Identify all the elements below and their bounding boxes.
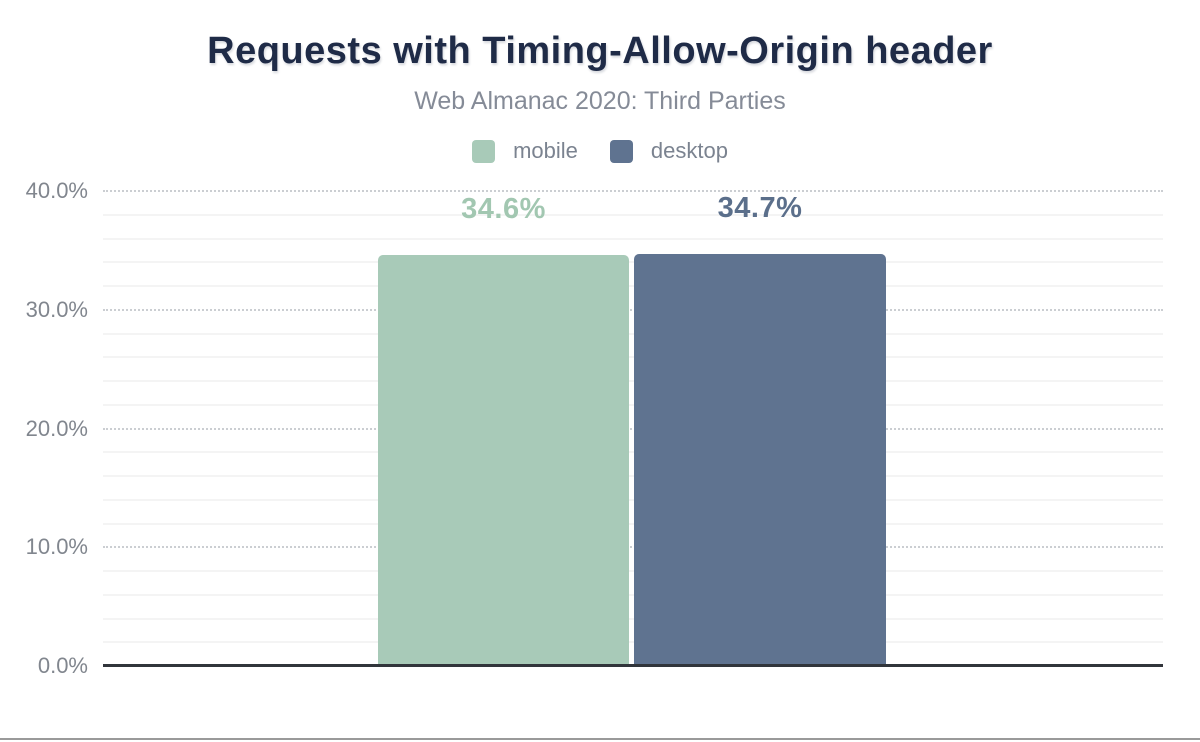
gridline-minor <box>103 261 1163 264</box>
legend: mobile desktop <box>0 138 1200 164</box>
gridline-minor <box>103 641 1163 644</box>
gridline-minor <box>103 380 1163 382</box>
legend-label-desktop: desktop <box>650 138 728 163</box>
bar-mobile[interactable] <box>378 255 629 666</box>
gridline-major <box>103 427 1163 430</box>
chart-subtitle: Web Almanac 2020: Third Parties <box>414 87 786 115</box>
gridline-major <box>103 308 1163 311</box>
gridline-minor <box>103 617 1163 620</box>
legend-item-mobile[interactable]: mobile <box>472 138 578 164</box>
legend-swatch-desktop <box>609 139 633 163</box>
y-axis-tick-label: 40.0% <box>25 178 88 203</box>
gridline-minor <box>103 403 1163 406</box>
gridline-minor <box>103 356 1163 359</box>
value-label-desktop: 34.7% <box>717 191 803 224</box>
gridline-major <box>103 546 1163 549</box>
gridline-minor <box>103 475 1163 477</box>
y-axis-tick-label: 0.0% <box>37 653 88 678</box>
gridline-major <box>103 190 1163 192</box>
gridline-minor <box>103 213 1163 216</box>
y-axis-tick-label: 10.0% <box>25 534 88 560</box>
legend-swatch-mobile <box>472 139 496 163</box>
gridline-minor <box>103 237 1163 240</box>
y-axis-tick-label: 20.0% <box>25 415 88 441</box>
gridline-minor <box>103 498 1163 501</box>
gridline-minor <box>103 522 1163 525</box>
gridline-minor <box>103 451 1163 454</box>
chart-title: Requests with Timing-Allow-Origin header <box>207 30 993 72</box>
bar-desktop[interactable] <box>634 253 886 666</box>
gridline-minor <box>103 570 1163 572</box>
legend-item-desktop[interactable]: desktop <box>609 138 728 164</box>
y-axis-tick-label: 30.0% <box>25 296 88 322</box>
value-label-mobile: 34.6% <box>461 193 546 226</box>
gridline-minor <box>103 332 1163 335</box>
x-axis-line <box>103 664 1163 667</box>
legend-label-mobile: mobile <box>513 138 578 163</box>
gridline-minor <box>103 285 1163 287</box>
gridline-minor <box>103 593 1163 596</box>
window-bottom-edge <box>0 738 1200 740</box>
